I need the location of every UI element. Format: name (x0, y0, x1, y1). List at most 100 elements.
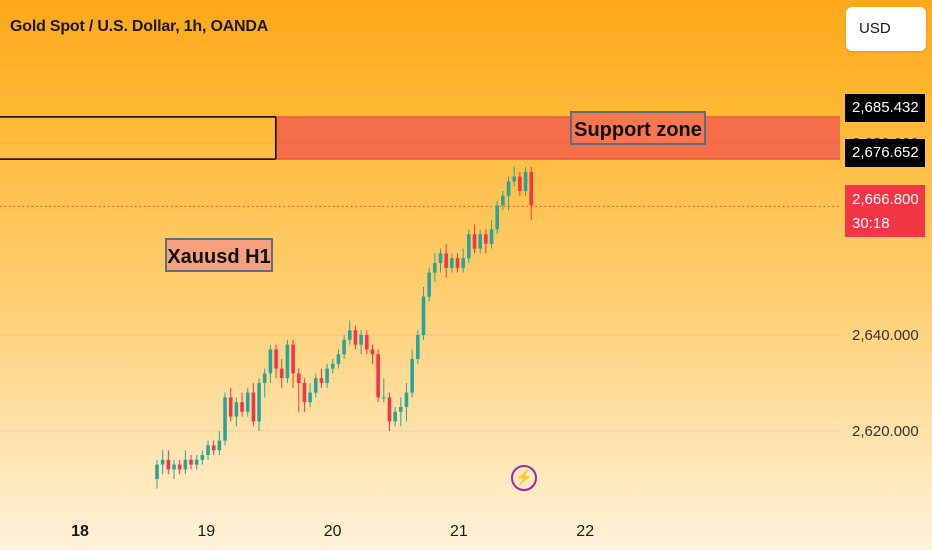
candle-body (438, 253, 443, 263)
candle-body (467, 234, 471, 259)
candle-body (506, 181, 511, 196)
candle (262, 368, 267, 398)
candle-body (251, 392, 256, 422)
candle-body (484, 234, 488, 244)
chart-title: Gold Spot / U.S. Dollar, 1h, OANDA (10, 18, 269, 35)
candle-body (461, 258, 465, 268)
candle-body (336, 354, 341, 364)
candle-body (433, 263, 437, 273)
candle (234, 397, 239, 427)
lightning-icon[interactable]: ⚡ (511, 465, 537, 491)
candle (257, 378, 261, 431)
x-tick-label: 21 (450, 523, 468, 540)
candle (433, 253, 437, 283)
candle (359, 330, 363, 355)
candle-body (211, 445, 216, 451)
candle (308, 383, 312, 407)
zone-top-price-tag: 2,685.432 (845, 94, 925, 122)
candle-body (529, 171, 534, 206)
candle-body (376, 354, 380, 398)
candle-body (450, 258, 454, 268)
candle (501, 191, 505, 211)
candle-body (455, 258, 460, 268)
candle (206, 440, 210, 460)
candle-body (285, 344, 290, 379)
candle (512, 167, 517, 187)
candle-body (228, 397, 233, 417)
candle (518, 171, 522, 196)
candle-body (330, 363, 335, 369)
candle-body (313, 378, 318, 393)
candle-body (387, 397, 392, 422)
candle (467, 229, 471, 263)
candle (217, 431, 222, 455)
candle (285, 339, 290, 383)
candle (330, 359, 335, 374)
candle (279, 359, 284, 388)
candle-body (353, 330, 358, 345)
candle-body (501, 195, 505, 206)
x-tick-label: 22 (576, 523, 594, 540)
candle (472, 224, 477, 254)
candle-body (382, 397, 386, 399)
candle (342, 335, 346, 359)
candle (200, 450, 205, 465)
candle (450, 253, 454, 273)
candle (183, 450, 188, 475)
candle-body (155, 464, 159, 479)
candle (489, 219, 494, 249)
candle-body (206, 445, 210, 455)
candle-body (308, 392, 312, 403)
candle (291, 339, 295, 388)
symbol-timeframe-label[interactable]: Xauusd H1 (165, 238, 273, 272)
candle (438, 248, 443, 273)
last-price-value: 2,666.800 (852, 191, 919, 208)
x-tick-label: 18 (71, 523, 89, 540)
candle-body (489, 229, 494, 244)
candle-body (189, 459, 193, 465)
candle-body (472, 234, 477, 249)
candle (160, 450, 165, 475)
candle-body (200, 455, 205, 460)
candle (166, 450, 171, 475)
candle (421, 287, 426, 340)
candle (393, 407, 397, 427)
support-zone-rect (275, 116, 840, 160)
candle (177, 459, 182, 475)
y-tick-label: 2,620.000 (852, 423, 919, 440)
candle (399, 397, 403, 427)
candle-body (421, 296, 426, 335)
x-tick-label: 19 (197, 523, 215, 540)
candle-body (223, 397, 227, 441)
candle (370, 344, 375, 364)
y-tick-label: 2,640.000 (852, 327, 919, 344)
candle (223, 392, 227, 446)
candle (364, 330, 369, 355)
candle-body (416, 335, 420, 359)
candle-body (279, 368, 284, 379)
candle-body (478, 234, 482, 249)
candle (484, 229, 488, 254)
candle (495, 200, 499, 235)
candle (506, 176, 511, 211)
candle-body (291, 344, 295, 374)
currency-button[interactable]: USD (846, 7, 926, 51)
candle-body (268, 349, 273, 374)
candle (274, 344, 278, 379)
candle (302, 378, 307, 412)
candle-body (427, 272, 431, 297)
candle (251, 383, 256, 427)
candle (427, 267, 431, 302)
candle (410, 349, 414, 398)
candle-body (274, 349, 278, 369)
candle (444, 243, 448, 278)
support-zone-label[interactable]: Support zone (570, 111, 706, 145)
candle (325, 363, 329, 388)
candle (478, 229, 482, 254)
candle (523, 167, 528, 196)
zone-bottom-price-tag: 2,676.652 (845, 139, 925, 167)
candle-body (404, 392, 409, 407)
candle-body (172, 464, 176, 470)
